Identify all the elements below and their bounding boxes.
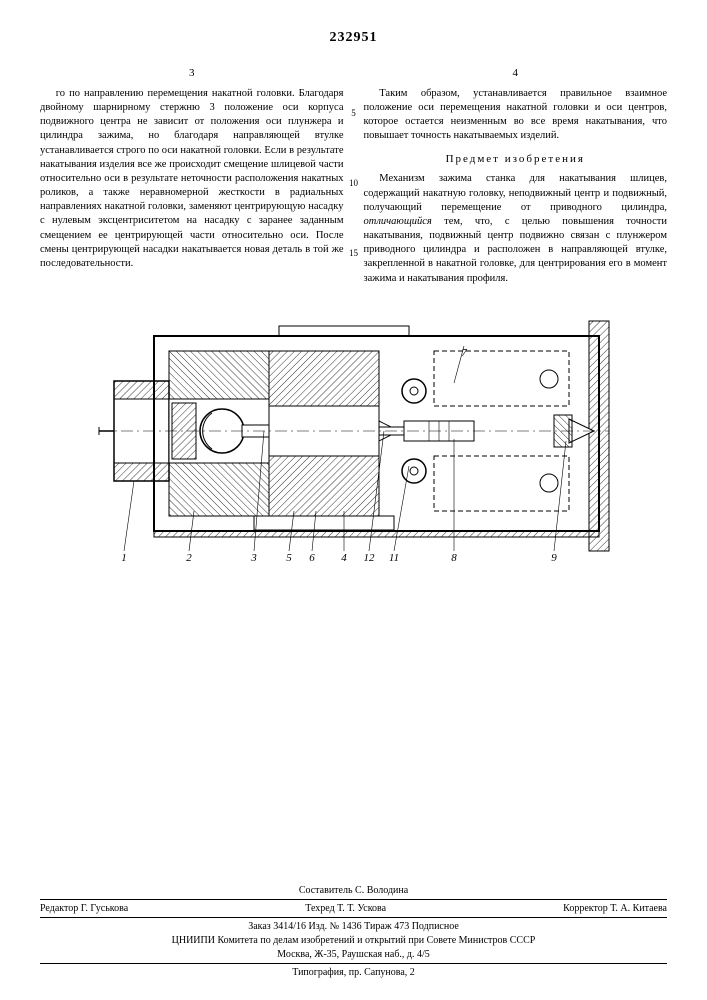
right-p1: Таким образом, устанавливается правильно… [364, 87, 668, 144]
footer-names-row: Редактор Г. Гуськова Техред Т. Т. Ускова… [40, 899, 667, 918]
svg-text:3: 3 [250, 552, 257, 564]
svg-text:7: 7 [461, 347, 467, 359]
svg-text:12: 12 [363, 552, 375, 564]
footer-line3: Москва, Ж-35, Раушская наб., д. 4/5 [40, 948, 667, 961]
subhead: Предмет изобретения [364, 152, 668, 167]
svg-text:6: 6 [309, 552, 315, 564]
svg-text:9: 9 [551, 552, 557, 564]
footer-compiler: Составитель С. Володина [40, 884, 667, 897]
footer-techred: Техред Т. Т. Ускова [305, 902, 386, 915]
footer-line4: Типография, пр. Сапунова, 2 [40, 966, 667, 979]
line-mark-10: 10 [349, 178, 358, 188]
right-column: 4 Таким образом, устанавливается правиль… [364, 66, 668, 286]
patent-number: 232951 [40, 30, 667, 46]
footer-rule [40, 963, 667, 964]
footer-line1: Заказ 3414/16 Изд. № 1436 Тираж 473 Подп… [40, 920, 667, 933]
right-col-num: 4 [364, 66, 668, 81]
left-column: 3 го по направлению перемещения накатной… [40, 66, 344, 286]
line-mark-15: 15 [349, 248, 358, 258]
footer-line2: ЦНИИПИ Комитета по делам изобретений и о… [40, 934, 667, 947]
svg-text:2: 2 [186, 552, 192, 564]
right-p2: Механизм зажима станка для накатывания ш… [364, 172, 668, 285]
svg-text:5: 5 [286, 552, 292, 564]
line-mark-5: 5 [351, 108, 356, 118]
footer-editor: Редактор Г. Гуськова [40, 902, 128, 915]
left-p1: го по направлению перемещения накатной г… [40, 87, 344, 271]
right-p2a: Механизм зажима станка для накатывания ш… [364, 173, 668, 212]
mechanism-figure: 1235641211879 [94, 311, 614, 571]
svg-text:11: 11 [388, 552, 398, 564]
footer-corrector: Корректор Т. А. Китаева [563, 902, 667, 915]
left-col-num: 3 [40, 66, 344, 81]
figure-wrap: 1235641211879 [40, 311, 667, 576]
right-p2-em: отличающийся [364, 216, 432, 227]
svg-text:1: 1 [121, 552, 127, 564]
svg-text:4: 4 [341, 552, 347, 564]
svg-text:8: 8 [451, 552, 457, 564]
footer: Составитель С. Володина Редактор Г. Гусь… [40, 884, 667, 980]
